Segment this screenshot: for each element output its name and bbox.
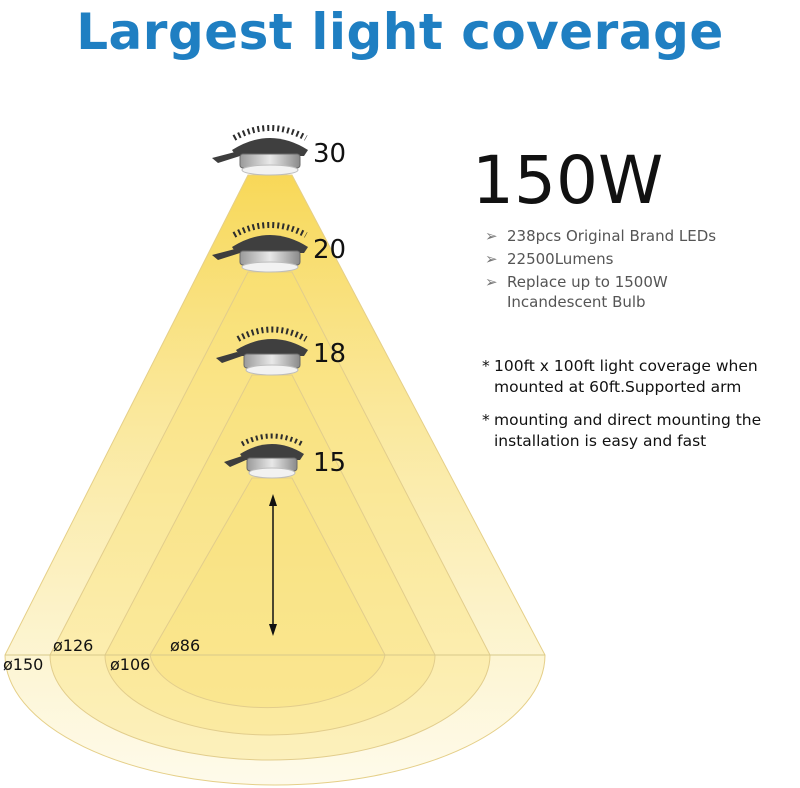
- spec-text: 22500Lumens: [507, 250, 614, 268]
- fixture-15-icon: [224, 433, 304, 479]
- height-label-20: 20: [313, 235, 347, 265]
- spec-text: Replace up to 1500W Incandescent Bulb: [507, 273, 668, 311]
- height-label-15: 15: [313, 448, 347, 478]
- fixture-18-icon: [216, 326, 308, 376]
- arrow-bullet-icon: ➢: [485, 250, 498, 268]
- spec-item: ➢ 22500Lumens: [485, 249, 767, 269]
- asterisk-icon: *: [482, 411, 490, 429]
- light-beam-30: [4, 174, 546, 786]
- light-beam-18: [104, 374, 436, 736]
- note-coverage: * 100ft x 100ft light coverage when mount…: [482, 356, 800, 398]
- height-label-18: 18: [313, 339, 347, 369]
- note-installation: * mounting and direct mounting the instal…: [482, 410, 800, 452]
- light-beam-15: [149, 477, 386, 709]
- arrow-bullet-icon: ➢: [485, 273, 498, 291]
- note-line: mounted at 60ft.Supported arm: [494, 378, 742, 396]
- note-line: installation is easy and fast: [494, 432, 707, 450]
- spec-list: ➢ 238pcs Original Brand LEDs ➢ 22500Lume…: [485, 226, 767, 315]
- note-line: mounting and direct mounting the: [494, 411, 762, 429]
- height-label-30: 30: [313, 139, 347, 169]
- spec-item: ➢ Replace up to 1500W Incandescent Bulb: [485, 272, 767, 312]
- diameter-label-86: ø86: [170, 636, 201, 655]
- diameter-label-106: ø106: [110, 655, 151, 674]
- fixture-20-icon: [212, 222, 308, 273]
- diameter-label-126: ø126: [53, 636, 94, 655]
- fixture-30-icon: [212, 125, 308, 176]
- spec-item: ➢ 238pcs Original Brand LEDs: [485, 226, 767, 246]
- diameter-label-150: ø150: [3, 655, 44, 674]
- spec-text: 238pcs Original Brand LEDs: [507, 227, 717, 245]
- arrow-head-down-icon: [269, 624, 277, 636]
- arrow-head-up-icon: [269, 494, 277, 506]
- note-line: 100ft x 100ft light coverage when: [494, 357, 758, 375]
- asterisk-icon: *: [482, 357, 490, 375]
- arrow-bullet-icon: ➢: [485, 227, 498, 245]
- wattage-heading: 150W: [472, 142, 664, 219]
- page-title: Largest light coverage: [76, 3, 724, 61]
